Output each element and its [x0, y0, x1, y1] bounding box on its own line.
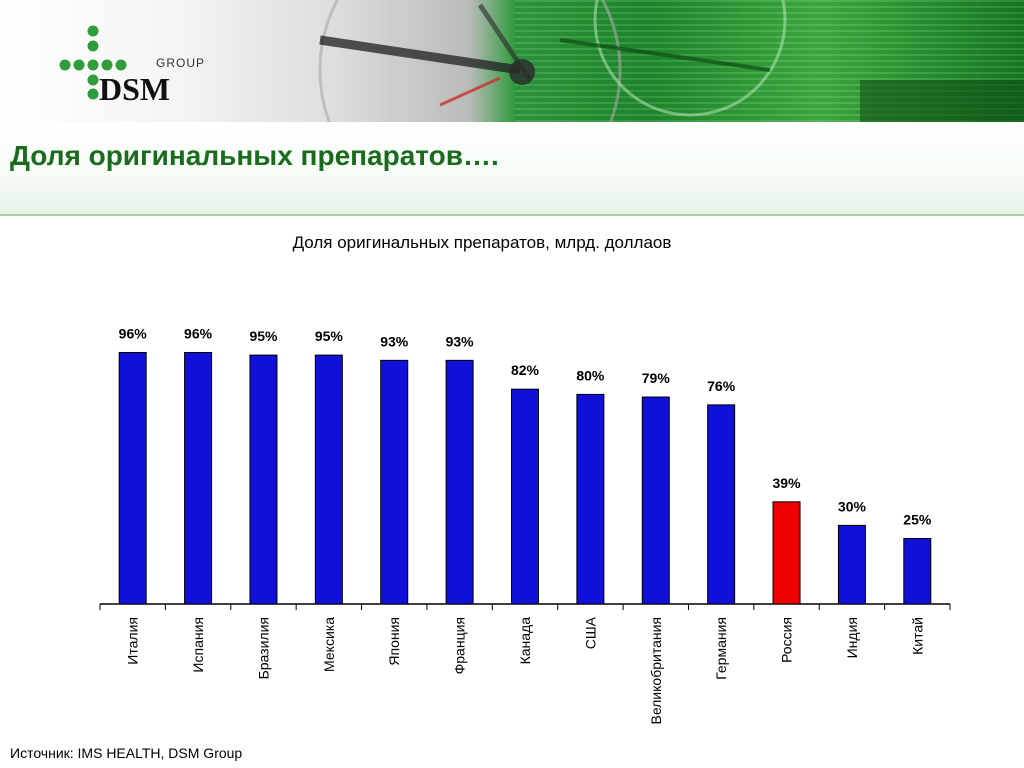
- slide-title: Доля оригинальных препаратов….: [10, 140, 499, 171]
- bar-1: [118, 351, 147, 605]
- value-label-12: 30%: [838, 498, 867, 514]
- value-label-8: 80%: [576, 367, 605, 383]
- bar-10: [707, 404, 736, 605]
- header-banner: GROUP DSM: [0, 0, 1024, 122]
- value-label-10: 76%: [707, 378, 736, 394]
- clock-face-left: [318, 0, 622, 122]
- value-label-4: 95%: [315, 328, 344, 344]
- category-label-8: США: [582, 616, 598, 649]
- clock-pin-left: [509, 59, 535, 85]
- category-label-2: Испания: [190, 617, 206, 673]
- bar-6: [445, 359, 474, 605]
- header-clock-artwork: [318, 0, 1024, 122]
- value-label-9: 79%: [642, 370, 671, 386]
- axis-layer: [99, 603, 951, 610]
- value-label-13: 25%: [903, 512, 932, 528]
- category-label-7: Канада: [517, 617, 533, 665]
- clock-hand-left: [319, 35, 521, 75]
- chart-title: Доля оригинальных препаратов, млрд. долл…: [292, 233, 672, 252]
- category-label-13: Китай: [909, 617, 925, 655]
- category-label-10: Германия: [713, 617, 729, 680]
- category-label-9: Великобритания: [648, 617, 664, 725]
- bar-13: [903, 538, 932, 605]
- clock-hand-red: [439, 76, 501, 107]
- bar-9: [641, 396, 670, 605]
- category-label-3: Бразилия: [255, 617, 271, 679]
- bar-12: [837, 524, 866, 605]
- category-label-5: Япония: [386, 617, 402, 666]
- bar-11: [772, 501, 801, 605]
- value-label-6: 93%: [446, 333, 475, 349]
- bar-8: [576, 393, 605, 605]
- svg-text:GROUP: GROUP: [156, 56, 205, 70]
- value-label-3: 95%: [249, 328, 278, 344]
- bar-4: [314, 354, 343, 605]
- dsm-group-logo: GROUP DSM: [59, 25, 205, 105]
- svg-text:DSM: DSM: [99, 71, 170, 105]
- clock-face-right: [593, 0, 787, 117]
- category-label-4: Мексика: [321, 617, 337, 672]
- bar-5: [380, 359, 409, 605]
- category-label-6: Франция: [452, 617, 468, 674]
- category-label-1: Италия: [125, 617, 141, 665]
- bar-7: [511, 388, 539, 605]
- value-label-2: 96%: [184, 325, 213, 341]
- category-label-12: Индия: [844, 617, 860, 658]
- value-label-7: 82%: [511, 362, 540, 378]
- value-label-5: 93%: [380, 333, 409, 349]
- clock-hand-right: [559, 38, 771, 72]
- category-label-11: Россия: [779, 617, 795, 663]
- bars-layer: [118, 351, 932, 605]
- header-dark-block: [860, 80, 1024, 122]
- bar-3: [249, 354, 278, 605]
- labels-layer: 96% Италия 96% Испания 95% Бразилия 95% Мексика…: [119, 325, 932, 724]
- source-note: Источник: IMS HEALTH, DSM Group: [10, 745, 243, 761]
- bar-2: [184, 351, 213, 605]
- value-label-1: 96%: [119, 325, 148, 341]
- value-label-11: 39%: [773, 475, 802, 491]
- title-band: [0, 122, 1024, 216]
